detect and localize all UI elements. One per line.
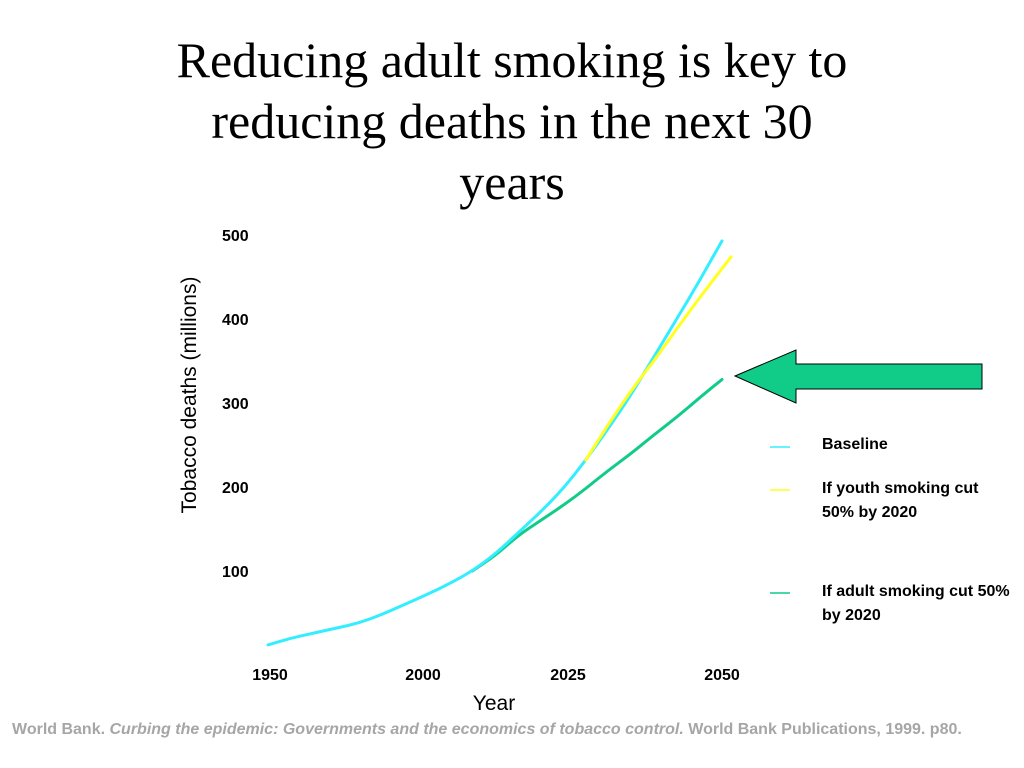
series-line-youth (584, 255, 733, 462)
pointer-arrow (733, 349, 983, 404)
series-line-baseline (266, 239, 724, 647)
series-line-adult (470, 378, 724, 573)
x-axis-ticks: 1950 2000 2025 2050 (252, 667, 740, 684)
x-axis-title: Year (473, 692, 515, 715)
legend-swatches (770, 446, 790, 594)
y-tick-label: 400 (222, 312, 249, 329)
y-axis-ticks: 100 200 300 400 500 (222, 228, 249, 581)
slide-title: Reducing adult smoking is key to reducin… (40, 30, 984, 213)
source-publisher: World Bank Publications, 1999. p80. (688, 721, 962, 738)
source-title: Curbing the epidemic: Governments and th… (109, 721, 684, 738)
legend-label-adult: If adult smoking cut 50% by 2020 (822, 583, 1010, 624)
x-tick-label: 2000 (405, 667, 441, 684)
x-tick-label: 1950 (252, 667, 288, 684)
legend-label-baseline: Baseline (822, 436, 888, 453)
title-line-1: Reducing adult smoking is key to (176, 32, 848, 88)
legend-label-youth: If youth smoking cut 50% by 2020 (822, 480, 979, 521)
title-line-2: reducing deaths in the next 30 (211, 93, 813, 149)
x-tick-label: 2050 (704, 667, 740, 684)
y-tick-label: 500 (222, 228, 249, 245)
source-citation: World Bank. Curbing the epidemic: Govern… (12, 720, 1012, 740)
series-lines (266, 239, 733, 647)
source-author: World Bank. (12, 721, 106, 738)
y-tick-label: 300 (222, 396, 249, 413)
y-tick-label: 200 (222, 480, 249, 497)
x-tick-label: 2025 (550, 667, 586, 684)
title-line-3: years (459, 154, 565, 210)
y-axis-title: Tobacco deaths (millions) (178, 277, 201, 514)
y-tick-label: 100 (222, 564, 249, 581)
